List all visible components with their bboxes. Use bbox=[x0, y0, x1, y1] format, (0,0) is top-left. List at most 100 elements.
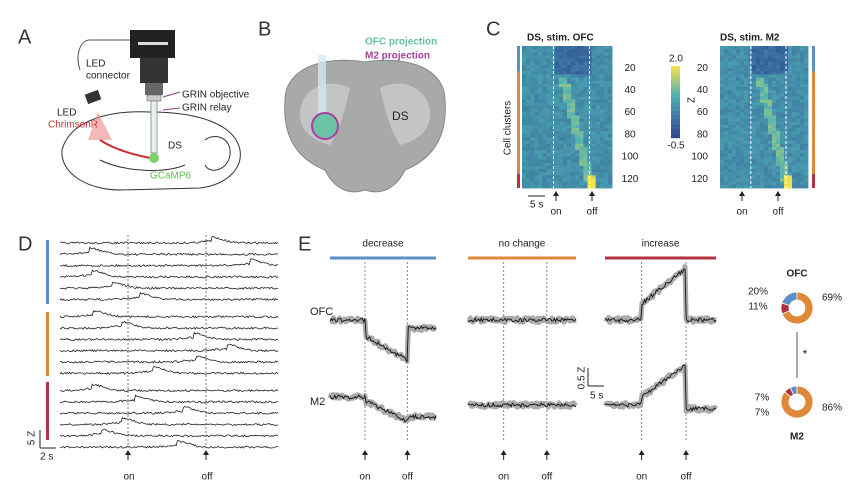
heatmap-cell bbox=[720, 146, 725, 151]
heatmap-cell bbox=[583, 137, 588, 142]
heatmap-cell bbox=[587, 93, 592, 97]
heatmap-cell bbox=[562, 90, 568, 94]
heatmap-cell bbox=[607, 159, 613, 164]
heatmap-cell bbox=[579, 46, 584, 50]
heatmap-cell bbox=[760, 90, 765, 94]
trace-sem bbox=[328, 315, 438, 364]
heatmap-cell bbox=[562, 146, 568, 151]
heatmap-cell bbox=[756, 71, 761, 75]
heatmap-cell bbox=[567, 109, 572, 113]
heatmap-cell bbox=[558, 90, 564, 94]
heatmap-cell bbox=[567, 184, 572, 189]
heatmap-cell bbox=[579, 184, 584, 189]
heatmap-cell bbox=[780, 80, 785, 85]
cluster-bar bbox=[517, 46, 520, 72]
heatmap-cell bbox=[554, 105, 560, 110]
heatmap-cell bbox=[736, 162, 741, 167]
heatmap-cell bbox=[744, 118, 749, 123]
heatmap-cell bbox=[760, 175, 765, 179]
heatmap-cell bbox=[607, 128, 613, 132]
heatmap-cell bbox=[603, 165, 609, 170]
heatmap-cell bbox=[558, 150, 564, 154]
heatmap-cell bbox=[768, 181, 773, 186]
heatmap-cell bbox=[800, 93, 805, 97]
heatmap-cell bbox=[542, 153, 547, 157]
panel-letter: E bbox=[298, 233, 311, 255]
event-label: off bbox=[541, 472, 552, 483]
heatmap-cell bbox=[724, 169, 729, 173]
heatmap-cell bbox=[736, 74, 741, 78]
heatmap-cell bbox=[603, 61, 609, 66]
heatmap-cell bbox=[752, 74, 757, 78]
heatmap-cell bbox=[728, 112, 733, 116]
heatmap-cell bbox=[772, 121, 777, 126]
heatmap-cell bbox=[546, 178, 552, 183]
heatmap-cell bbox=[788, 140, 793, 145]
heatmap-cell bbox=[550, 93, 556, 97]
heatmap-cell bbox=[772, 153, 777, 157]
heatmap-cell bbox=[800, 115, 805, 119]
heatmap-cell bbox=[554, 137, 560, 142]
heatmap-cell bbox=[595, 172, 601, 176]
heatmap-cell bbox=[562, 64, 568, 69]
heatmap-cell bbox=[607, 74, 613, 78]
heatmap-cell bbox=[583, 134, 588, 138]
heatmap-cell bbox=[522, 102, 527, 107]
heatmap-cell bbox=[792, 128, 797, 132]
colorbar-cell bbox=[671, 71, 680, 74]
heatmap-cell bbox=[740, 49, 745, 53]
heatmap-cell bbox=[591, 96, 597, 101]
heatmap-cell bbox=[764, 90, 769, 94]
heatmap-cell bbox=[760, 146, 765, 151]
heatmap-cell bbox=[740, 150, 745, 154]
heatmap-cell bbox=[772, 175, 777, 179]
heatmap-cell bbox=[554, 68, 560, 72]
heatmap-cell bbox=[542, 159, 547, 164]
heatmap-cell bbox=[732, 105, 737, 110]
heatmap-cell bbox=[804, 68, 809, 72]
trace bbox=[467, 401, 577, 409]
heatmap-cell bbox=[748, 112, 753, 116]
heatmap-cell bbox=[554, 140, 560, 145]
heatmap-cell bbox=[720, 128, 725, 132]
trace bbox=[59, 428, 279, 438]
heatmap-cell bbox=[724, 102, 729, 107]
heatmap-cell bbox=[760, 159, 765, 164]
heatmap-cell bbox=[567, 96, 572, 101]
heatmap-cell bbox=[522, 137, 527, 142]
heatmap-cell bbox=[526, 162, 531, 167]
heatmap-cell bbox=[575, 58, 580, 63]
trace bbox=[59, 355, 279, 364]
heatmap-cell bbox=[804, 169, 809, 173]
heatmap-cell bbox=[587, 169, 592, 173]
heatmap-cell bbox=[550, 156, 556, 160]
heatmap-cell bbox=[542, 175, 547, 179]
heatmap-cell bbox=[800, 52, 805, 56]
heatmap-cell bbox=[740, 162, 745, 167]
heatmap-cell bbox=[760, 121, 765, 126]
heatmap-cell bbox=[595, 128, 601, 132]
heatmap-cell bbox=[599, 80, 605, 85]
heatmap-cell bbox=[804, 184, 809, 189]
heatmap-cell bbox=[575, 159, 580, 164]
heatmap-cell bbox=[583, 61, 588, 66]
heatmap-cell bbox=[534, 49, 539, 53]
heatmap-cell bbox=[526, 64, 531, 69]
heatmap-cell bbox=[550, 52, 556, 56]
trace bbox=[604, 268, 717, 323]
heatmap-cell bbox=[804, 118, 809, 123]
heatmap-cell bbox=[603, 58, 609, 63]
heatmap-cell bbox=[546, 93, 552, 97]
heatmap-cell bbox=[796, 178, 801, 183]
heatmap-cell bbox=[575, 184, 580, 189]
heatmap-cell bbox=[554, 124, 560, 129]
heatmap-cell bbox=[736, 52, 741, 56]
heatmap-cell bbox=[800, 80, 805, 85]
heatmap-cell bbox=[562, 49, 568, 53]
heatmap-cell bbox=[796, 118, 801, 123]
heatmap-cell bbox=[748, 146, 753, 151]
heatmap-cell bbox=[575, 143, 580, 148]
heatmap-cell bbox=[571, 96, 576, 101]
heatmap-cell bbox=[583, 77, 588, 82]
heatmap-cell bbox=[724, 162, 729, 167]
